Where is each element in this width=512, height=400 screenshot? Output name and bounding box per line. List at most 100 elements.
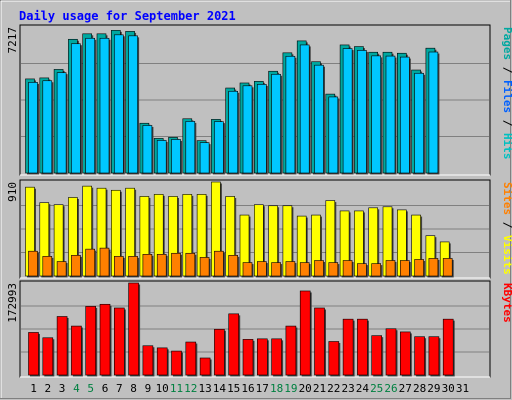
bar-sites-day-6 [99,247,110,277]
bar-kbytes-day-26 [385,328,397,376]
bar-sites-day-27 [399,260,410,277]
bar-sites-day-2 [42,256,53,277]
x-tick-label: 19 [284,382,297,395]
bar-sites-day-12 [185,252,196,277]
bar-kbytes-day-25 [371,335,383,376]
x-tick-label: 1 [30,382,37,395]
bar-kbytes-day-6 [99,303,111,376]
axis-series-label: Pages / Files / Hits [501,27,512,160]
bar-sites-day-14 [214,250,224,277]
x-tick-label: 15 [227,382,240,395]
x-tick-label: 9 [145,382,152,395]
bar-sites-day-17 [256,261,267,277]
axis-series-label-part: Hits [501,133,512,160]
x-tick-label: 7 [116,382,123,395]
bar-kbytes-day-16 [242,339,254,376]
x-tick-label: 29 [427,382,440,395]
bar-kbytes-day-13 [199,357,211,376]
bar-sites-day-22 [328,262,339,277]
x-tick-label: 31 [456,382,469,395]
bar-kbytes-day-19 [285,325,297,376]
bar-files-day-23 [342,48,353,174]
bar-kbytes-day-22 [328,341,340,376]
x-tick-label: 24 [356,382,370,395]
bar-kbytes-day-5 [85,306,96,376]
bar-files-day-7 [114,34,124,174]
bar-files-day-15 [228,90,238,174]
bar-sites-day-25 [371,263,382,277]
bar-kbytes-day-15 [228,313,239,376]
bar-files-day-20 [299,44,310,174]
x-tick-label: 16 [241,382,254,395]
x-tick-label: 20 [299,382,312,395]
bar-files-day-3 [56,72,67,174]
x-tick-label: 30 [442,382,455,395]
panel-kbytes: 172993 KBytes [6,280,512,378]
bar-sites-day-11 [171,252,181,277]
bar-sites-day-7 [114,256,124,277]
y-max-label: 910 [6,182,19,202]
x-tick-label: 26 [384,382,397,395]
bar-files-day-4 [71,43,81,174]
bar-kbytes-day-8 [128,282,139,376]
bar-kbytes-day-21 [314,307,325,376]
bar-kbytes-day-18 [271,338,282,376]
axis-series-label-part: Files [501,80,512,113]
bar-sites-day-20 [299,262,310,277]
bar-files-day-17 [256,84,267,174]
bar-files-day-9 [142,125,153,174]
panel-sites: 910 Sites / Visits [6,179,512,279]
bar-kbytes-day-10 [156,347,168,376]
x-tick-label: 5 [87,382,94,395]
x-tick-label: 6 [102,382,109,395]
bar-sites-day-18 [271,262,281,277]
bar-files-day-5 [85,37,95,174]
bar-files-day-11 [171,139,181,174]
chart-title: Daily usage for September 2021 [19,9,236,23]
x-tick-label: 21 [313,382,326,395]
bar-kbytes-day-14 [214,328,225,376]
axis-series-label-part: KBytes [501,283,512,323]
bar-files-day-10 [156,140,167,174]
x-tick-label: 10 [156,382,169,395]
x-tick-label: 12 [184,382,197,395]
bar-sites-day-19 [285,261,296,277]
axis-series-label-part: / [501,215,512,235]
bar-files-day-8 [128,35,138,174]
bar-kbytes-day-20 [299,290,311,376]
panel-hits: 7217 Pages / Files / Hits [6,24,512,176]
bar-files-day-1 [28,82,38,174]
bar-files-day-21 [314,64,324,174]
bar-files-day-13 [199,142,210,174]
y-max-label: 172993 [6,283,19,323]
bar-kbytes-day-23 [342,318,354,376]
x-tick-label: 25 [370,382,383,395]
chart-panels: 7217 Pages / Files / Hits 910 Sites / Visit… [6,24,512,378]
bar-kbytes-day-3 [56,316,68,376]
x-tick-label: 23 [341,382,354,395]
x-tick-label: 22 [327,382,340,395]
axis-series-label-part: / [501,113,512,133]
x-tick-label: 4 [73,382,80,395]
bar-kbytes-day-12 [185,341,197,376]
bar-files-day-18 [271,73,281,174]
bar-files-day-22 [328,96,339,174]
bar-kbytes-day-17 [256,338,268,376]
axis-series-label: KBytes [501,283,512,323]
bar-files-day-24 [357,50,367,174]
bar-sites-day-16 [242,262,253,277]
y-max-label: 7217 [6,27,19,54]
bar-sites-day-29 [428,258,439,277]
bar-kbytes-day-29 [428,336,440,376]
bar-files-day-6 [99,37,110,174]
x-axis-labels: 1 2 3 4 5 6 7 8 9 10 11 12 13 14 15 16 17 18 19 20 21 22 23 24 2… [30,382,469,395]
bar-files-day-19 [285,55,296,174]
x-tick-label: 8 [130,382,137,395]
bar-files-day-25 [371,55,382,174]
x-tick-label: 17 [256,382,269,395]
bar-sites-day-10 [156,254,167,277]
x-tick-label: 13 [198,382,211,395]
bar-kbytes-day-1 [28,332,39,376]
bar-sites-day-9 [142,254,153,277]
